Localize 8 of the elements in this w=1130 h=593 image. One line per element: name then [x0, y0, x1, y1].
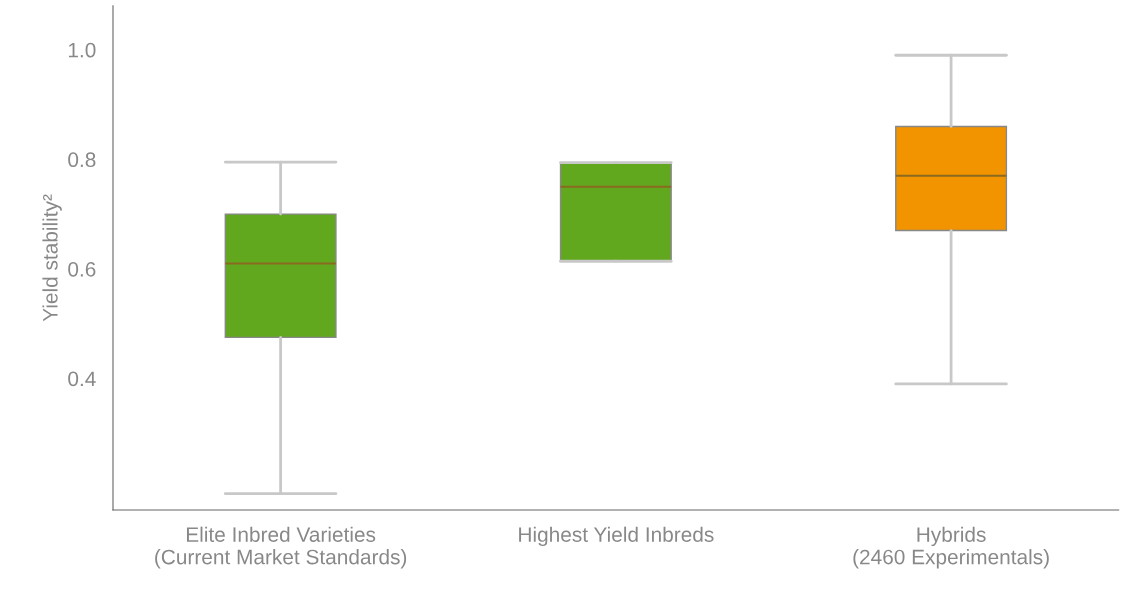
- x-tick-label: Highest Yield Inbreds: [519, 526, 714, 547]
- y-axis-title: Yield stability²: [42, 194, 62, 322]
- y-tick-label: 1.0: [68, 42, 96, 58]
- x-tick-label: Elite Inbred Varieties (Current Market Standards): [155, 526, 407, 569]
- y-tick-label: 0.8: [68, 152, 96, 168]
- y-tick-label: 0.6: [68, 261, 96, 277]
- x-tick-label: Hybrids (2460 Experimentals): [853, 526, 1049, 569]
- y-tick-label: 0.4: [68, 371, 96, 387]
